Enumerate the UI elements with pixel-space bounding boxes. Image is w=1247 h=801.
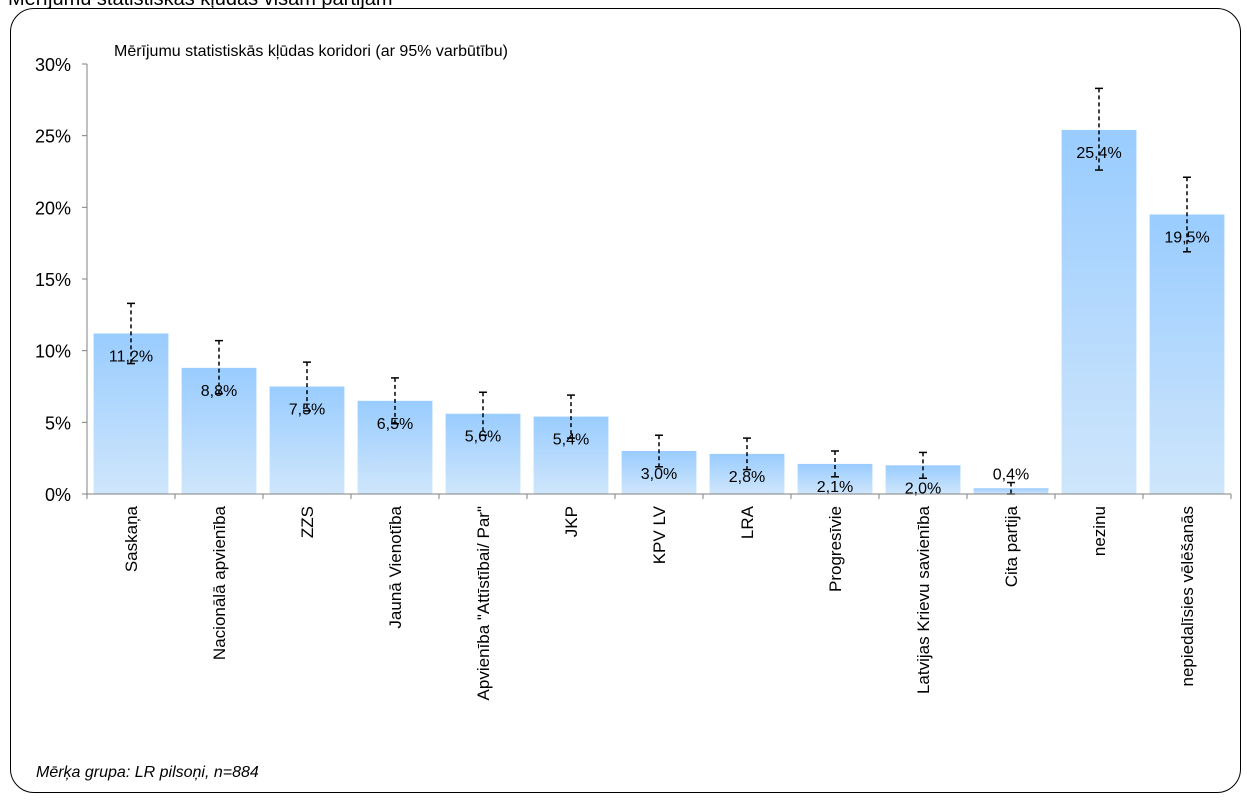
footnote: Mērķa grupa: LR pilsoņi, n=884 — [36, 764, 259, 781]
chart-title: Mērījumu statistiskās kļūdas koridori (a… — [114, 43, 508, 60]
bar — [1149, 214, 1225, 494]
y-tick-label: 20% — [35, 198, 71, 218]
y-tick-label: 30% — [35, 55, 71, 75]
x-category-label: Jaunā Vienotība — [386, 505, 405, 628]
x-category-label: Nacionālā apvienība — [210, 505, 229, 660]
value-label: 8,8% — [201, 383, 237, 400]
bar — [445, 413, 521, 494]
value-label: 2,0% — [905, 480, 941, 497]
x-axis: Saskaņa Nacionālā apvienība ZZS Jaunā Vieno… — [86, 493, 1232, 700]
bars — [93, 129, 1225, 494]
y-tick-label: 15% — [35, 270, 71, 290]
value-label: 5,4% — [553, 432, 589, 449]
chart-frame — [10, 8, 1241, 793]
value-label: 6,5% — [377, 416, 413, 433]
x-category-label: nepiedalīsies vēlēšanās — [1178, 506, 1197, 687]
value-label: 5,6% — [465, 429, 501, 446]
value-label: 19,5% — [1164, 230, 1209, 247]
value-label: 2,1% — [817, 479, 853, 496]
page-header: Mērījumu statistiskās kļūdas visām parti… — [8, 0, 393, 11]
value-label: 0,4% — [993, 466, 1029, 483]
value-label: 3,0% — [641, 466, 677, 483]
x-category-label: ZZS — [298, 506, 317, 538]
bar — [533, 416, 609, 494]
y-tick-label: 10% — [35, 342, 71, 362]
error-bars — [127, 87, 1191, 495]
x-category-label: Cita partija — [1002, 505, 1021, 587]
x-category-label: Apvienība "Attīstībai/ Par" — [474, 506, 493, 700]
value-label: 25,4% — [1076, 145, 1121, 162]
y-tick-label: 25% — [35, 127, 71, 147]
bar — [181, 367, 257, 494]
x-category-label: JKP — [562, 506, 581, 537]
y-tick-label: 0% — [45, 485, 71, 505]
y-tick-label: 5% — [45, 413, 71, 433]
x-category-label: LRA — [738, 505, 757, 539]
bar — [1061, 129, 1137, 494]
y-axis: 0% 5% 10% 15% 20% 25% 30% — [35, 55, 88, 505]
x-category-label: Saskaņa — [122, 505, 141, 572]
x-category-label: Progresīvie — [826, 506, 845, 592]
value-label: 11,2% — [109, 348, 153, 365]
value-label: 7,5% — [289, 402, 325, 419]
value-labels: 11,2% 8,8% 7,5% 6,5% 5,6% 5,4% 3,0% 2,8% 2,1% 2,0… — [109, 145, 1210, 497]
x-category-label: KPV LV — [650, 505, 669, 564]
x-category-label: Latvijas Krievu savienība — [914, 505, 933, 694]
value-label: 2,8% — [729, 469, 765, 486]
x-category-label: nezinu — [1090, 506, 1109, 556]
